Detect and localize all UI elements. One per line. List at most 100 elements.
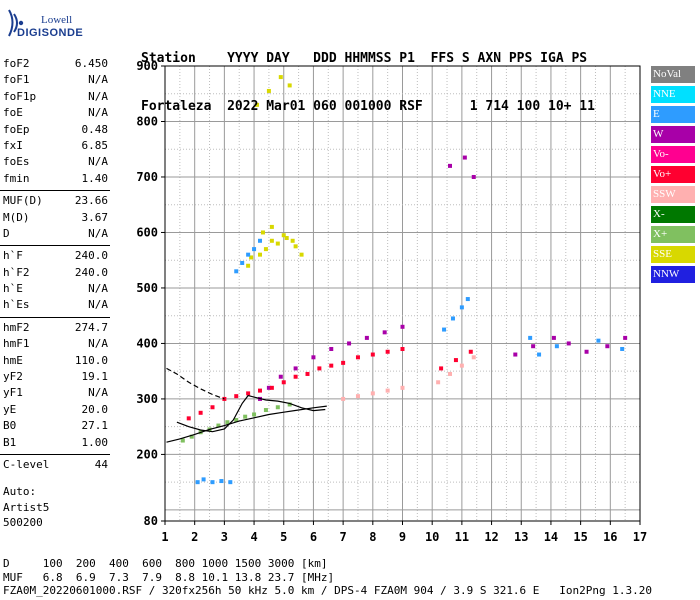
echo-point — [471, 355, 476, 360]
param-value: 27.1 — [81, 419, 109, 433]
legend-item: Vo- — [651, 146, 695, 163]
echo-point — [355, 355, 360, 360]
echo-point — [400, 324, 405, 329]
x-tick-label: 2 — [191, 530, 198, 544]
param-row: fmin 1.40 — [0, 172, 112, 188]
param-row: B0 27.1 — [0, 419, 112, 435]
echo-point — [620, 346, 625, 351]
param-row: hmF2 274.7 — [0, 321, 112, 337]
echo-point — [243, 414, 248, 419]
echo-point — [219, 479, 224, 484]
echo-point — [186, 416, 191, 421]
echo-point — [287, 402, 292, 407]
echo-point — [293, 244, 298, 249]
x-tick-label: 4 — [250, 530, 257, 544]
y-tick-labels: 80 200 300 400 500 600 700 800 900 — [136, 59, 165, 528]
param-name: foF1p — [3, 89, 37, 103]
echo-point — [189, 434, 194, 439]
echo-point — [263, 408, 268, 413]
echo-point — [225, 420, 230, 425]
muf-footer: D 100 200 400 600 800 1000 1500 3000 [km… — [3, 557, 652, 598]
echo-point — [258, 252, 262, 257]
param-value: 1.00 — [81, 435, 109, 449]
profile-trace — [166, 367, 225, 400]
echo-point — [471, 174, 476, 179]
param-row: h`F2 240.0 — [0, 266, 112, 282]
echo-point — [240, 260, 245, 265]
param-value: 110.0 — [74, 353, 108, 367]
param-name: C-level — [3, 457, 50, 471]
param-row: foF2 6.450 — [0, 57, 112, 73]
echo-point — [234, 269, 239, 274]
echo-point — [293, 366, 298, 371]
echo-point — [537, 352, 542, 357]
x-tick-label: 11 — [455, 530, 469, 544]
echo-point — [566, 341, 571, 346]
param-value: N/A — [88, 282, 108, 296]
auto-program: Artist5 — [3, 500, 50, 514]
x-tick-labels: 1 2 3 4 5 6 7 8 9 10 11 12 13 14 15 16 17 — [161, 521, 647, 544]
param-separator — [0, 453, 110, 455]
echo-point — [228, 480, 233, 485]
param-row: yF2 19.1 — [0, 370, 112, 386]
param-value: N/A — [88, 106, 108, 120]
echo-point — [450, 316, 455, 321]
echo-point — [355, 394, 360, 399]
param-row: foEs N/A — [0, 155, 112, 171]
x-tick-label: 13 — [514, 530, 528, 544]
param-row: D N/A — [0, 227, 112, 243]
echo-point — [382, 330, 387, 335]
echo-point — [275, 241, 280, 246]
scaled-parameters-panel: foF2 6.450 foF1 N/A foF1p N/A foE N/A foEp 0.48 fx… — [0, 57, 112, 474]
echo-point — [370, 352, 375, 357]
param-row: yE 20.0 — [0, 403, 112, 419]
echo-point — [278, 374, 283, 379]
param-name: h`E — [3, 282, 23, 296]
param-name: foF2 — [3, 57, 30, 70]
echo-point — [246, 263, 251, 268]
echo-point — [290, 238, 295, 243]
echo-point — [623, 335, 628, 340]
param-row: B1 1.00 — [0, 436, 112, 452]
param-name: foEp — [3, 122, 30, 136]
echo-point — [255, 102, 260, 107]
echo-point — [584, 349, 589, 354]
param-value: 3.67 — [81, 210, 109, 224]
x-tick-label: 7 — [340, 530, 347, 544]
param-value: N/A — [88, 386, 108, 400]
x-tick-label: 5 — [280, 530, 287, 544]
param-name: M(D) — [3, 210, 30, 224]
autoscaling-info: Auto: Artist5 500200 — [3, 484, 49, 531]
param-row: h`F 240.0 — [0, 249, 112, 265]
param-value: N/A — [88, 73, 108, 87]
legend-item: Vo+ — [651, 166, 695, 183]
param-name: D — [3, 226, 10, 240]
y-tick-label: 500 — [136, 281, 158, 295]
echo-point — [234, 394, 239, 399]
legend-item: W — [651, 126, 695, 143]
param-value: 44 — [94, 457, 108, 471]
echo-point — [459, 363, 464, 368]
echo-point — [269, 385, 274, 390]
echo-point — [284, 236, 289, 241]
echo-point — [400, 346, 405, 351]
echo-point — [246, 391, 251, 396]
legend-item: NoVal — [651, 66, 695, 83]
param-name: yF2 — [3, 370, 23, 384]
param-value: 6.450 — [74, 57, 108, 70]
echo-point — [278, 75, 283, 80]
header-labels: Station YYYY DAY DDD HHMMSS P1 FFS S AXN… — [141, 51, 588, 66]
echo-point — [329, 363, 334, 368]
x-tick-label: 17 — [633, 530, 647, 544]
param-separator — [0, 316, 110, 318]
echo-point — [234, 418, 239, 423]
param-name: B1 — [3, 435, 17, 449]
param-value: 274.7 — [74, 320, 108, 334]
logo-line-1: Lowell — [41, 14, 73, 26]
echo-point — [311, 355, 316, 360]
echo-point — [370, 391, 375, 396]
param-row: foE N/A — [0, 106, 112, 122]
x-tick-label: 9 — [399, 530, 406, 544]
param-value: 6.85 — [81, 138, 109, 152]
echo-point — [347, 341, 352, 346]
